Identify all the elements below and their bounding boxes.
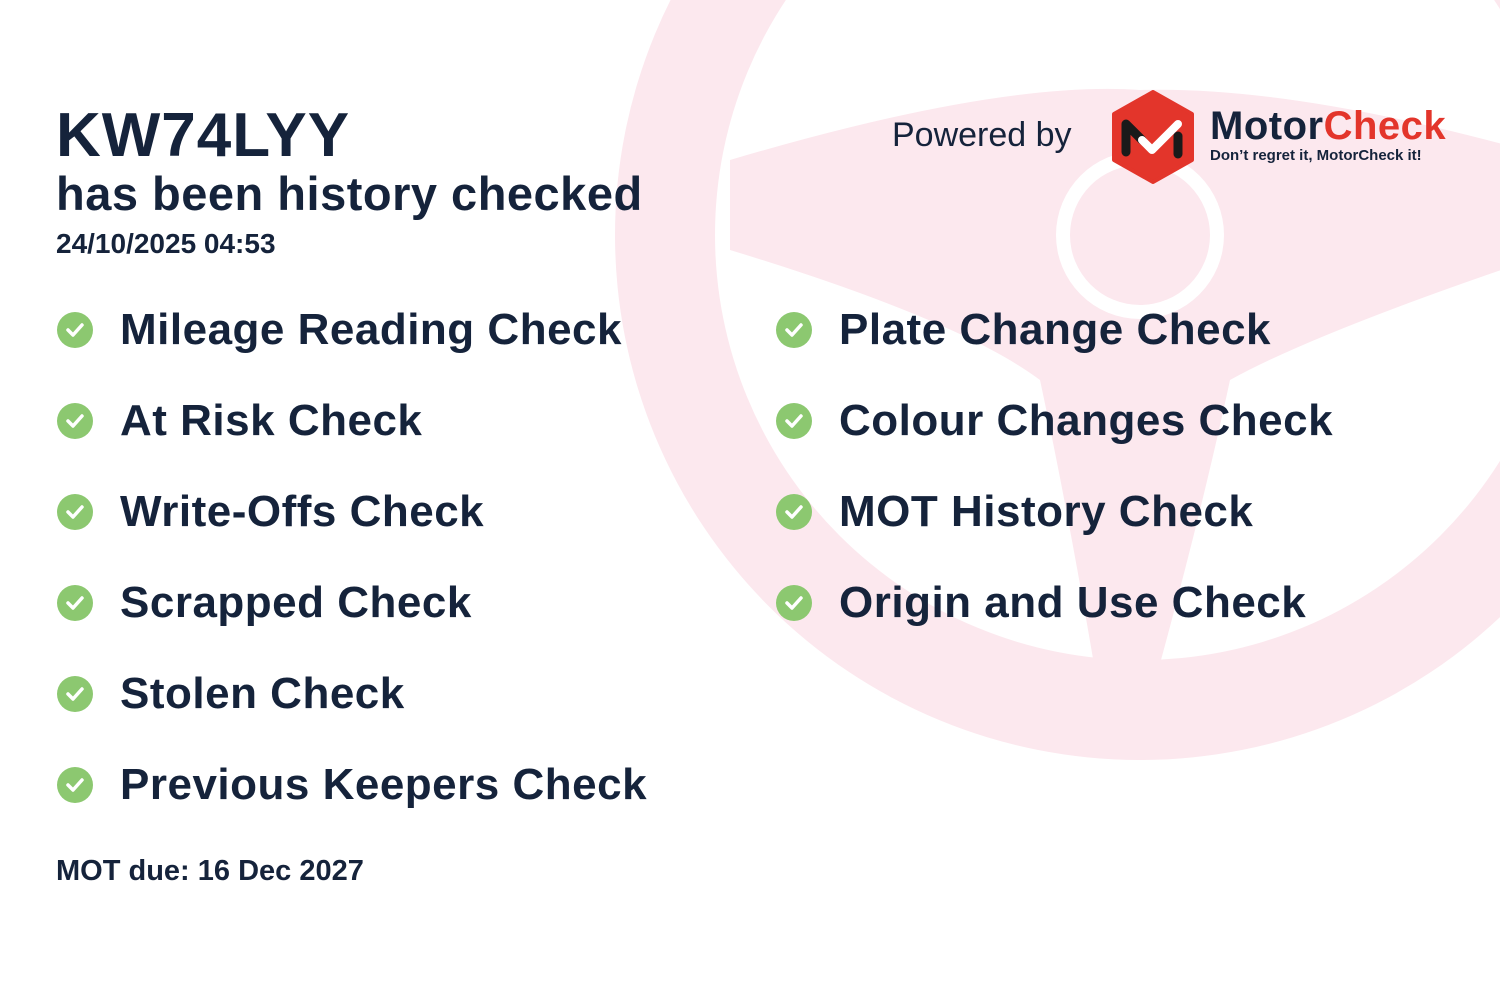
check-circle-icon (776, 312, 812, 348)
check-item: Previous Keepers Check (57, 760, 647, 810)
check-timestamp: 24/10/2025 04:53 (56, 228, 276, 259)
check-circle-icon (776, 494, 812, 530)
check-item: Colour Changes Check (776, 396, 1333, 446)
check-circle-icon (57, 312, 93, 348)
check-label: Write-Offs Check (120, 487, 485, 536)
check-circle-icon (57, 767, 93, 803)
check-item: MOT History Check (776, 487, 1253, 537)
check-item: Mileage Reading Check (57, 305, 622, 355)
check-circle-icon (776, 585, 812, 621)
brand-name: MotorCheck (1210, 104, 1446, 149)
check-label: Scrapped Check (120, 578, 472, 627)
check-circle-icon (57, 403, 93, 439)
brand-name-check: Check (1323, 104, 1447, 148)
check-label: Origin and Use Check (839, 578, 1307, 627)
motorcheck-logo-icon (1112, 90, 1194, 184)
check-label: At Risk Check (120, 396, 423, 445)
check-item: Origin and Use Check (776, 578, 1306, 628)
check-label: Mileage Reading Check (120, 305, 622, 354)
check-label: Plate Change Check (839, 305, 1272, 354)
vehicle-plate: KW74LYY (56, 101, 351, 170)
check-item: At Risk Check (57, 396, 422, 446)
check-item: Stolen Check (57, 669, 405, 719)
check-status-heading: has been history checked (56, 167, 643, 220)
check-label: Colour Changes Check (839, 396, 1334, 445)
check-circle-icon (776, 403, 812, 439)
mot-due-date: MOT due: 16 Dec 2027 (56, 855, 364, 887)
check-circle-icon (57, 676, 93, 712)
check-label: Stolen Check (120, 669, 405, 718)
powered-by-label: Powered by (892, 116, 1072, 154)
brand-tagline: Don’t regret it, MotorCheck it! (1210, 147, 1422, 164)
check-item: Write-Offs Check (57, 487, 484, 537)
check-label: MOT History Check (839, 487, 1254, 536)
brand-name-motor: Motor (1210, 104, 1324, 148)
check-item: Plate Change Check (776, 305, 1271, 355)
check-circle-icon (57, 494, 93, 530)
check-label: Previous Keepers Check (120, 760, 648, 809)
check-item: Scrapped Check (57, 578, 472, 628)
check-circle-icon (57, 585, 93, 621)
